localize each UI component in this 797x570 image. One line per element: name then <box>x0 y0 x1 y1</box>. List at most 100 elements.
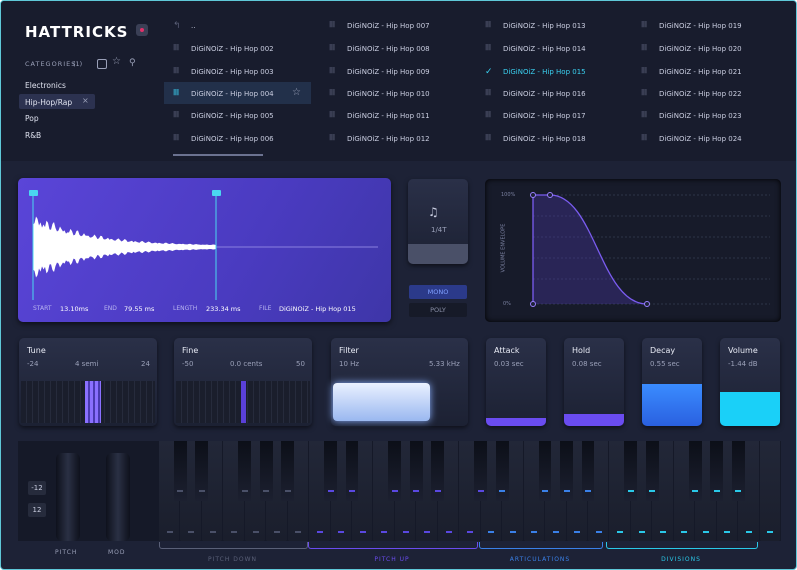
file-item[interactable]: DiGiNOiZ - Hip Hop 010 <box>347 90 430 98</box>
file-item[interactable]: DiGiNOiZ - Hip Hop 006 <box>191 135 274 143</box>
envelope-point[interactable] <box>530 192 536 198</box>
sync-value: 1/4T <box>431 226 447 234</box>
key-led <box>649 490 656 492</box>
file-item[interactable]: DiGiNOiZ - Hip Hop 019 <box>659 22 742 30</box>
key-led <box>488 531 495 533</box>
black-key[interactable] <box>259 441 273 501</box>
key-led <box>381 531 388 533</box>
menu-button[interactable] <box>136 24 148 36</box>
zone-label: PITCH DOWN <box>207 556 258 563</box>
category-item[interactable]: Electronics <box>25 81 66 90</box>
file-item[interactable]: DiGiNOiZ - Hip Hop 011 <box>347 112 430 120</box>
key-led <box>338 531 345 533</box>
control-4[interactable] <box>564 338 624 426</box>
mono-button[interactable]: MONO <box>409 285 467 299</box>
file-item[interactable]: DiGiNOiZ - Hip Hop 021 <box>659 68 742 76</box>
scrollbar[interactable] <box>173 154 263 156</box>
file-item[interactable]: DiGiNOiZ - Hip Hop 004 <box>191 90 274 98</box>
file-item[interactable]: DiGiNOiZ - Hip Hop 002 <box>191 45 274 53</box>
user-icon[interactable]: ⚲ <box>129 58 136 68</box>
file-item[interactable]: DiGiNOiZ - Hip Hop 024 <box>659 135 742 143</box>
file-item[interactable]: DiGiNOiZ - Hip Hop 016 <box>503 90 586 98</box>
file-item[interactable]: DiGiNOiZ - Hip Hop 017 <box>503 112 586 120</box>
black-key[interactable] <box>645 441 659 501</box>
file-item[interactable]: DiGiNOiZ - Hip Hop 023 <box>659 112 742 120</box>
file-item[interactable]: DiGiNOiZ - Hip Hop 014 <box>503 45 586 53</box>
file-item[interactable]: DiGiNOiZ - Hip Hop 020 <box>659 45 742 53</box>
black-key[interactable] <box>731 441 745 501</box>
sync-button[interactable]: ♫ 1/4T <box>408 179 468 264</box>
black-key[interactable] <box>624 441 638 501</box>
file-item[interactable]: DiGiNOiZ - Hip Hop 007 <box>347 22 430 30</box>
envelope-point[interactable] <box>530 301 536 307</box>
black-key[interactable] <box>581 441 595 501</box>
octave-button[interactable]: 12 <box>28 503 46 517</box>
category-item[interactable]: Pop <box>25 114 39 123</box>
category-clear[interactable]: × <box>82 95 89 105</box>
octave-button[interactable]: -12 <box>28 481 46 495</box>
black-key[interactable] <box>238 441 252 501</box>
top-bar <box>1 1 796 161</box>
black-key[interactable] <box>388 441 402 501</box>
envelope-min: 0% <box>503 301 511 307</box>
black-key[interactable] <box>538 441 552 501</box>
end-handle[interactable] <box>212 190 221 196</box>
black-key[interactable] <box>324 441 337 501</box>
control-name: Tune <box>27 346 46 355</box>
key-led <box>574 531 581 533</box>
start-handle[interactable] <box>29 190 38 196</box>
key-led <box>445 531 452 533</box>
wheel[interactable] <box>106 453 130 541</box>
key-led <box>349 490 356 492</box>
black-key[interactable] <box>474 441 488 501</box>
envelope-point[interactable] <box>547 192 553 198</box>
file-item[interactable]: DiGiNOiZ - Hip Hop 012 <box>347 135 430 143</box>
black-key[interactable] <box>195 441 209 501</box>
key-led <box>295 531 302 533</box>
waveform-panel[interactable]: START 13.10ms END 79.55 ms LENGTH 233.34… <box>18 178 391 322</box>
favorite-icon[interactable]: ☆ <box>112 56 121 67</box>
black-key[interactable] <box>345 441 359 501</box>
black-key[interactable] <box>495 441 509 501</box>
file-icon: ||||| <box>485 44 491 51</box>
envelope-area <box>533 195 647 304</box>
envelope-point[interactable] <box>644 301 650 307</box>
key-led <box>627 490 634 492</box>
control-name: Hold <box>572 346 591 355</box>
categories-label: CATEGORIES <box>25 60 77 68</box>
category-item[interactable]: R&B <box>25 130 42 140</box>
wheel[interactable] <box>56 453 80 541</box>
filter-icon[interactable] <box>97 59 107 69</box>
control-value: 0.08 sec <box>572 360 602 368</box>
file-item[interactable]: DiGiNOiZ - Hip Hop 009 <box>347 68 430 76</box>
black-key[interactable] <box>710 441 724 501</box>
control-min: 10 Hz <box>339 360 360 368</box>
white-key[interactable] <box>759 441 780 541</box>
wheel-label: PITCH <box>55 549 78 556</box>
black-key[interactable] <box>409 441 423 501</box>
poly-button[interactable]: POLY <box>409 303 467 317</box>
black-key[interactable] <box>688 441 702 501</box>
file-item[interactable]: DiGiNOiZ - Hip Hop 018 <box>503 135 586 143</box>
black-key[interactable] <box>281 441 295 501</box>
file-item[interactable]: DiGiNOiZ - Hip Hop 022 <box>659 90 742 98</box>
control-3[interactable] <box>486 338 546 426</box>
file-item[interactable]: DiGiNOiZ - Hip Hop 015 <box>503 68 586 76</box>
file-icon: ||||| <box>485 89 491 96</box>
envelope-label: VOLUME ENVELOPE <box>500 223 507 273</box>
black-key[interactable] <box>174 441 187 501</box>
slider-thumb[interactable] <box>241 381 246 423</box>
black-key[interactable] <box>431 441 445 501</box>
file-item[interactable]: DiGiNOiZ - Hip Hop 013 <box>503 22 586 30</box>
key-led <box>617 531 624 533</box>
slider-thumb[interactable] <box>85 381 101 423</box>
file-item[interactable]: DiGiNOiZ - Hip Hop 005 <box>191 112 274 120</box>
file-item[interactable]: .. <box>191 22 196 30</box>
favorite-star[interactable]: ☆ <box>292 87 301 98</box>
category-item[interactable]: Hip-Hop/Rap <box>25 97 73 107</box>
file-item[interactable]: DiGiNOiZ - Hip Hop 008 <box>347 45 430 53</box>
filter-handle[interactable] <box>333 383 430 421</box>
file-item[interactable]: DiGiNOiZ - Hip Hop 003 <box>191 68 274 76</box>
file-icon: ||||| <box>173 111 179 118</box>
black-key[interactable] <box>560 441 573 501</box>
